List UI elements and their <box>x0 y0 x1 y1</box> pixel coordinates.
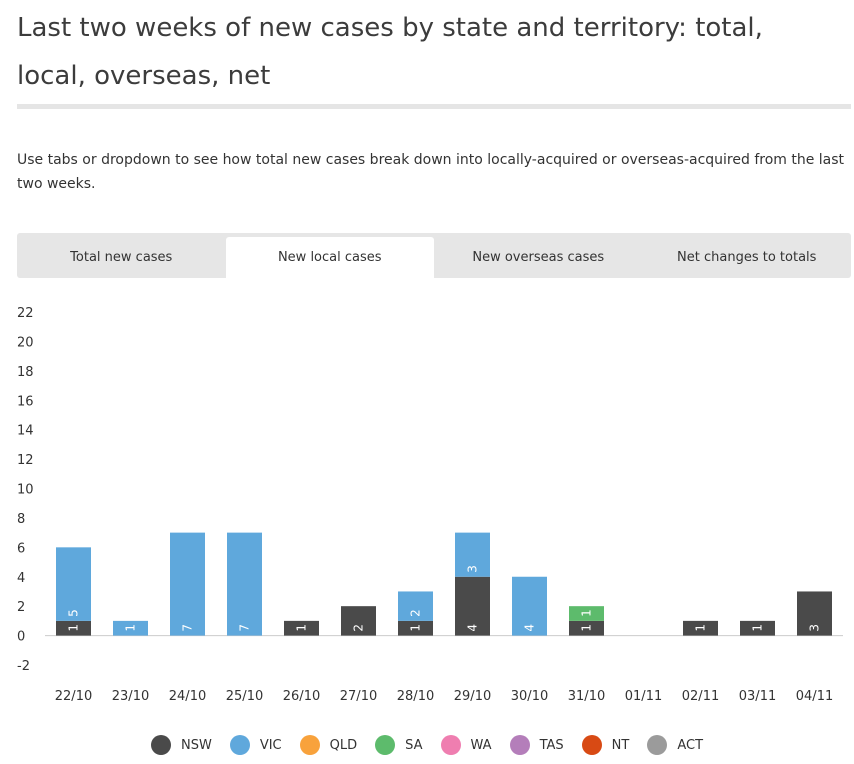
legend-swatch <box>375 735 396 755</box>
legend-item-vic[interactable]: VIC <box>229 735 282 755</box>
tab-new-overseas-cases[interactable]: New overseas cases <box>472 250 605 265</box>
data-label: 1 <box>580 624 594 632</box>
y-tick-label: 2 <box>17 600 25 615</box>
bar-segment-nsw[interactable] <box>797 591 832 636</box>
x-tick-label: 31/10 <box>568 689 605 704</box>
bar-segment-nsw[interactable] <box>56 620 91 636</box>
legend-swatch <box>581 735 602 755</box>
y-tick-label: 12 <box>17 453 34 468</box>
data-label: 5 <box>67 609 81 617</box>
legend-swatch <box>229 735 250 755</box>
legend-label: WA <box>470 737 492 753</box>
legend-swatch <box>299 735 320 755</box>
x-tick-label: 29/10 <box>454 689 491 704</box>
legend-item-qld[interactable]: QLD <box>299 735 358 755</box>
y-tick-label: 22 <box>17 306 34 321</box>
legend-swatch <box>150 735 171 755</box>
legend-label: ACT <box>677 737 704 753</box>
y-tick-label: 4 <box>17 571 25 586</box>
bar-segment-nsw[interactable] <box>284 620 319 636</box>
data-label: 1 <box>694 624 708 632</box>
legend-label: SA <box>405 737 423 753</box>
x-tick-label: 25/10 <box>226 689 263 704</box>
y-tick-label: 20 <box>17 335 34 350</box>
bar-segment-nsw[interactable] <box>740 620 775 636</box>
bar-segment-vic[interactable] <box>398 591 433 621</box>
y-tick-label: 8 <box>17 512 25 527</box>
legend-label: NT <box>611 737 630 753</box>
bar-segment-nsw[interactable] <box>683 620 718 636</box>
tab-net-changes[interactable]: Net changes to totals <box>677 250 817 265</box>
legend-item-nsw[interactable]: NSW <box>150 735 212 755</box>
legend-item-wa[interactable]: WA <box>440 735 492 755</box>
legend-item-tas[interactable]: TAS <box>509 735 564 755</box>
data-label: 1 <box>67 624 81 632</box>
x-tick-label: 26/10 <box>283 689 320 704</box>
x-tick-label: 28/10 <box>397 689 434 704</box>
y-tick-label: 0 <box>17 630 25 645</box>
legend-swatch <box>509 735 530 755</box>
legend-swatch <box>440 735 461 755</box>
x-tick-label: 27/10 <box>340 689 377 704</box>
chart-title: Last two weeks of new cases by state and… <box>17 13 763 91</box>
legend-label: TAS <box>539 737 564 753</box>
bar-segment-vic[interactable] <box>113 620 148 636</box>
bar-segment-vic[interactable] <box>227 532 262 636</box>
legend-item-nt[interactable]: NT <box>581 735 630 755</box>
chart-description: Use tabs or dropdown to see how total ne… <box>17 152 845 192</box>
y-tick-label: 6 <box>17 541 25 556</box>
x-tick-label: 23/10 <box>112 689 149 704</box>
data-label: 3 <box>808 624 822 632</box>
stacked-bar-chart: -202468101214161820221522/10123/10724/10… <box>17 306 843 704</box>
data-label: 4 <box>523 624 537 632</box>
x-tick-label: 03/11 <box>739 689 776 704</box>
legend-label: QLD <box>329 737 358 753</box>
x-tick-label: 24/10 <box>169 689 206 704</box>
x-tick-label: 02/11 <box>682 689 719 704</box>
legend-label: VIC <box>259 737 282 753</box>
bar-segment-vic[interactable] <box>56 547 91 621</box>
data-label: 3 <box>466 565 480 573</box>
view-tabs: Total new cases New local cases New over… <box>17 233 851 278</box>
bar-segment-sa[interactable] <box>569 606 604 621</box>
y-tick-label: 14 <box>17 424 34 439</box>
x-tick-label: 01/11 <box>625 689 662 704</box>
data-label: 7 <box>238 624 252 632</box>
bar-segment-vic[interactable] <box>170 532 205 636</box>
data-label: 1 <box>751 624 765 632</box>
y-tick-label: 16 <box>17 394 34 409</box>
tab-new-local-cases[interactable]: New local cases <box>225 237 434 278</box>
bar-segment-nsw[interactable] <box>341 606 376 636</box>
x-tick-label: 04/11 <box>796 689 833 704</box>
chart-legend: NSW VIC QLD SA WA TAS NT ACT <box>0 733 854 757</box>
data-label: 1 <box>124 624 138 632</box>
legend-item-sa[interactable]: SA <box>375 735 423 755</box>
y-tick-label: 18 <box>17 365 34 380</box>
y-tick-label: 10 <box>17 483 34 498</box>
x-tick-label: 30/10 <box>511 689 548 704</box>
data-label: 4 <box>466 624 480 632</box>
bar-segment-vic[interactable] <box>455 532 490 577</box>
bar-segment-vic[interactable] <box>512 576 547 636</box>
legend-label: NSW <box>180 737 212 753</box>
data-label: 7 <box>181 624 195 632</box>
title-divider <box>17 104 851 109</box>
legend-swatch <box>647 735 668 755</box>
x-tick-label: 22/10 <box>55 689 92 704</box>
data-label: 1 <box>409 624 423 632</box>
bar-segment-nsw[interactable] <box>455 576 490 636</box>
data-label: 2 <box>409 609 423 617</box>
bar-segment-nsw[interactable] <box>398 620 433 636</box>
legend-item-act[interactable]: ACT <box>647 735 703 755</box>
y-tick-label: -2 <box>17 659 30 674</box>
data-label: 1 <box>580 609 594 617</box>
tab-total-new-cases[interactable]: Total new cases <box>70 250 173 265</box>
data-label: 2 <box>352 624 366 632</box>
data-label: 1 <box>295 624 309 632</box>
bar-segment-nsw[interactable] <box>569 620 604 636</box>
